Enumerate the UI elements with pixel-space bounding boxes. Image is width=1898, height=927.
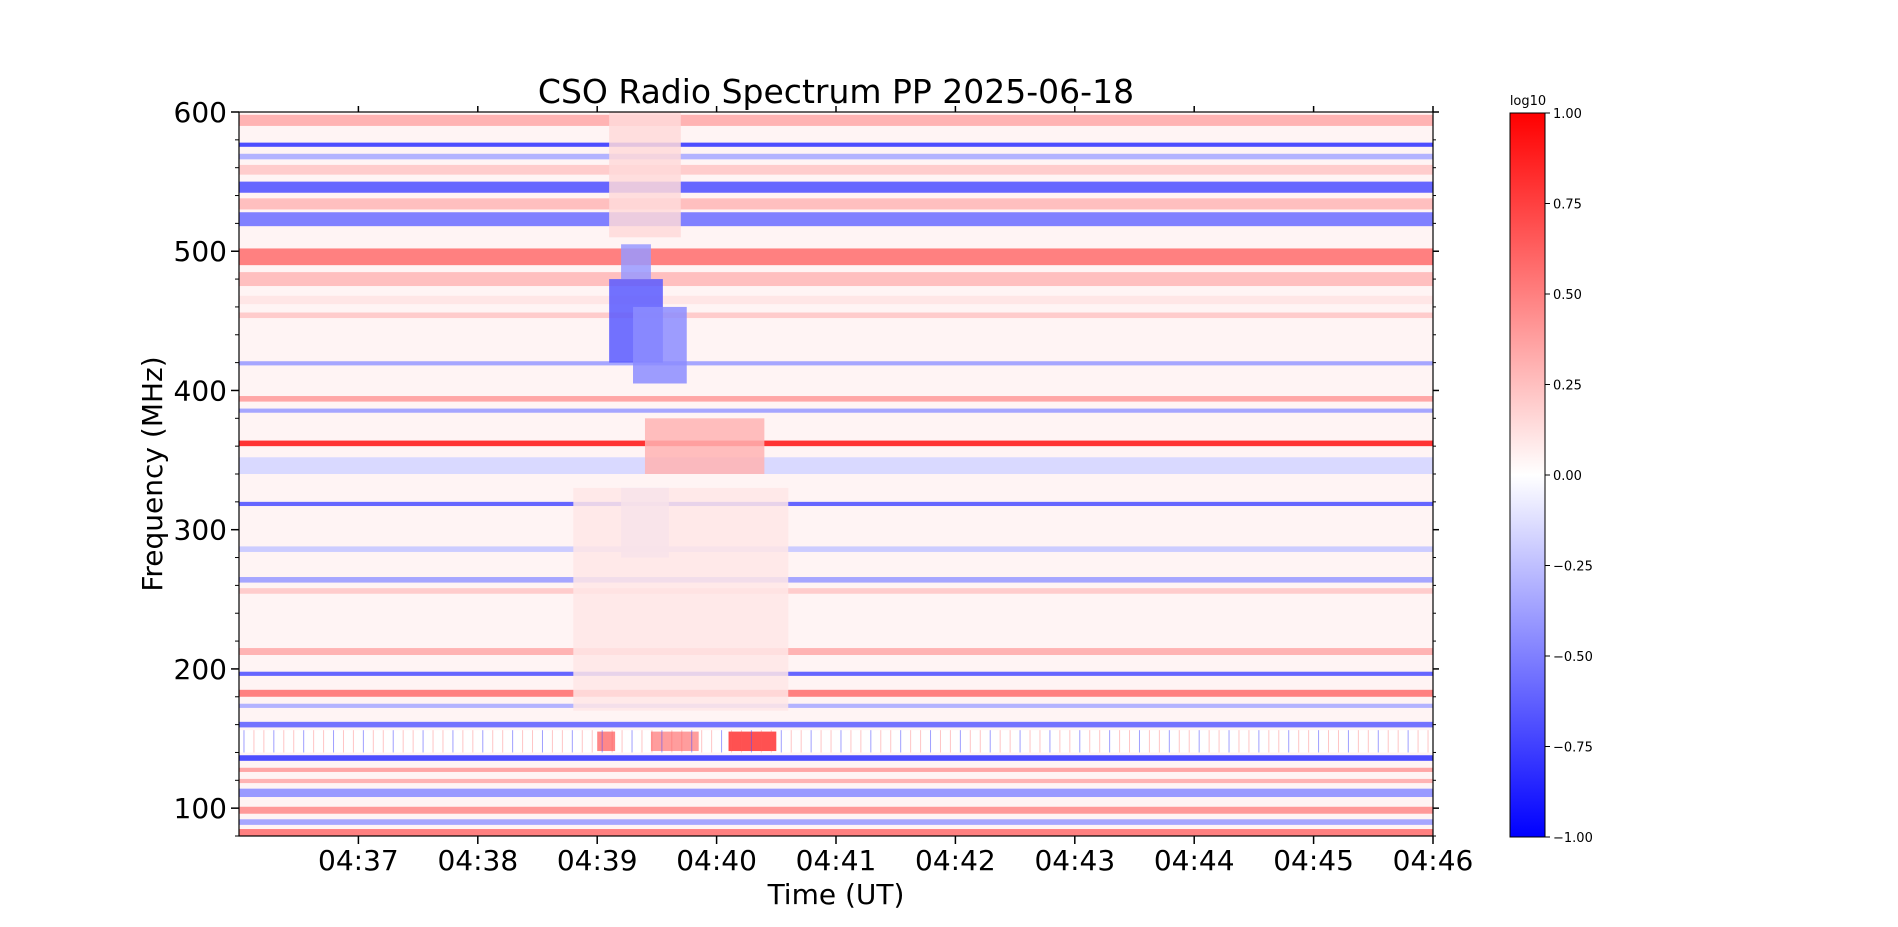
frequency-band	[239, 272, 1433, 287]
frequency-band	[239, 457, 1433, 474]
x-axis: 04:37 04:38 04:39 04:40 04:41 04:42 04:43 04:44…	[318, 106, 1473, 877]
y-axis-label: Frequency (MHz)	[136, 356, 169, 591]
frequency-band	[239, 767, 1433, 772]
y-tick-label: 600	[174, 96, 227, 129]
colorbar-tick-label: −1.00	[1553, 831, 1593, 846]
burst-region	[633, 306, 687, 384]
y-tick-label: 200	[174, 653, 227, 686]
frequency-band	[239, 312, 1433, 319]
colorbar: log10 1.00 0.75 0.50 0.25 0.00 −0.25 −0.50 −0.7…	[1509, 94, 1593, 846]
frequency-band	[239, 408, 1433, 413]
frequency-band	[239, 588, 1433, 594]
colorbar-tick-label: 0.25	[1553, 379, 1582, 394]
heatmap-area	[239, 112, 1433, 836]
frequency-band	[239, 181, 1433, 193]
frequency-band	[239, 164, 1433, 175]
frequency-band	[239, 778, 1433, 784]
chart-title: CSO Radio Spectrum PP 2025-06-18	[538, 72, 1134, 111]
frequency-band	[239, 546, 1433, 552]
colorbar-tick-label: 0.75	[1553, 198, 1582, 213]
x-tick-label: 04:37	[318, 844, 399, 877]
colorbar-tick-label: 0.50	[1553, 288, 1582, 303]
x-tick-label: 04:42	[915, 844, 996, 877]
burst-region	[728, 731, 777, 752]
colorbar-label: log10	[1510, 94, 1546, 109]
frequency-band	[239, 721, 1433, 728]
x-axis-label: Time (UT)	[767, 878, 905, 911]
frequency-band	[239, 153, 1433, 160]
frequency-band	[239, 730, 1433, 753]
frequency-band	[239, 212, 1433, 227]
colorbar-gradient	[1509, 112, 1546, 838]
x-tick-label: 04:45	[1273, 844, 1354, 877]
burst-region	[644, 418, 765, 474]
frequency-band	[239, 295, 1433, 305]
frequency-band	[239, 648, 1433, 655]
colorbar-tick-label: 0.00	[1553, 469, 1582, 484]
y-tick-label: 100	[174, 792, 227, 825]
colorbar-ticks: 1.00 0.75 0.50 0.25 0.00 −0.25 −0.50 −0.75 −1.00	[1545, 107, 1593, 846]
x-tick-label: 04:46	[1393, 844, 1474, 877]
frequency-band	[239, 671, 1433, 676]
burst-region	[609, 112, 681, 238]
frequency-band	[239, 829, 1433, 836]
x-tick-label: 04:44	[1154, 844, 1235, 877]
frequency-band	[239, 703, 1433, 708]
frequency-band	[239, 361, 1433, 366]
x-tick-label: 04:38	[437, 844, 518, 877]
frequency-band	[239, 755, 1433, 761]
x-tick-label: 04:40	[676, 844, 757, 877]
burst-region	[573, 487, 789, 711]
frequency-band	[239, 114, 1433, 126]
y-tick-label: 400	[174, 374, 227, 407]
x-tick-label: 04:43	[1034, 844, 1115, 877]
frequency-band	[239, 806, 1433, 814]
vertical-interference-lines	[243, 730, 1429, 753]
colorbar-tick-label: 1.00	[1553, 107, 1582, 122]
frequency-band	[239, 819, 1433, 825]
frequency-band	[239, 248, 1433, 266]
burst-regions	[573, 112, 789, 752]
frequency-bands	[239, 114, 1433, 836]
colorbar-tick-label: −0.50	[1553, 650, 1593, 665]
colorbar-tick-label: −0.75	[1553, 741, 1593, 756]
y-tick-label: 300	[174, 514, 227, 547]
y-axis: 100 200 300 400 500 600	[174, 96, 1439, 837]
frequency-band	[239, 577, 1433, 583]
frequency-band	[239, 440, 1433, 447]
x-tick-label: 04:39	[557, 844, 638, 877]
y-tick-label: 500	[174, 235, 227, 268]
frequency-band	[239, 142, 1433, 147]
frequency-band	[239, 396, 1433, 402]
frequency-band	[239, 689, 1433, 697]
colorbar-tick-label: −0.25	[1553, 560, 1593, 575]
burst-region	[621, 244, 651, 280]
x-tick-label: 04:41	[796, 844, 877, 877]
burst-region	[650, 731, 699, 752]
frequency-band	[239, 198, 1433, 210]
frequency-band	[239, 501, 1433, 507]
frequency-band	[239, 788, 1433, 798]
